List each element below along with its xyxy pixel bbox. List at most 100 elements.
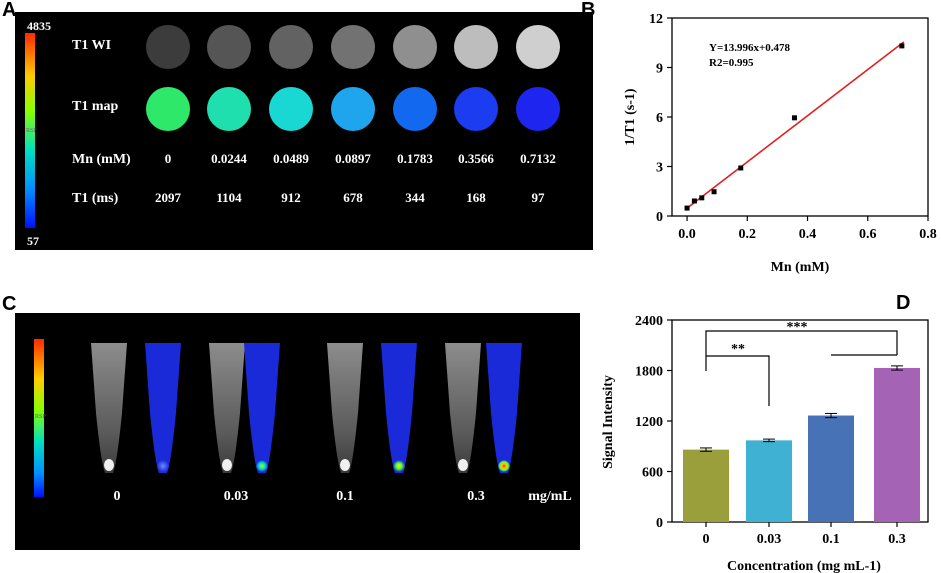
tube-tip-grayscale bbox=[104, 459, 114, 471]
bar bbox=[683, 449, 729, 522]
row-label-t1ms: T1 (ms) bbox=[72, 191, 119, 206]
x-tick-label: 0.0 bbox=[678, 227, 696, 242]
tube-grayscale bbox=[209, 343, 245, 473]
row-label-mn: Mn (mM) bbox=[72, 152, 131, 167]
colorbar-a-min: 57 bbox=[27, 234, 39, 248]
tube-concentration-label: 0 bbox=[114, 489, 121, 504]
panel-b-chart: 0 3 6 9 12 0.0 0.2 0.4 0.6 0.8 Y=13.996x+0.478 R2… bbox=[623, 12, 937, 275]
tube-grayscale bbox=[327, 343, 363, 473]
colorbar-a-max: 4835 bbox=[27, 19, 51, 33]
panel-a-phantom-image: RSP 4835 57 T1 WI T1 map Mn (mM) T1 (ms)… bbox=[15, 12, 593, 250]
phantom-t1wi bbox=[454, 25, 498, 69]
y-tick-label: 1200 bbox=[635, 415, 663, 430]
y-tick-label: 0 bbox=[656, 210, 663, 225]
y-tick-label: 600 bbox=[642, 466, 663, 481]
data-point bbox=[791, 115, 797, 121]
phantom-t1map bbox=[207, 87, 251, 131]
y-tick-label: 0 bbox=[656, 516, 663, 531]
tube-tip-grayscale bbox=[458, 459, 468, 471]
mn-value: 0.7132 bbox=[520, 151, 556, 166]
chart-b-ylabel: 1/T1 (s-1) bbox=[623, 88, 638, 146]
sig-bracket-outer bbox=[705, 330, 898, 371]
t1-value: 2097 bbox=[155, 190, 182, 205]
phantom-t1wi bbox=[393, 25, 437, 69]
tube-concentration-label: 0.03 bbox=[224, 489, 249, 504]
x-tick-label: 0.6 bbox=[859, 227, 877, 242]
tube-concentration-label: 0.3 bbox=[467, 489, 485, 504]
phantom-t1map bbox=[146, 87, 190, 131]
mn-value: 0.3566 bbox=[458, 151, 494, 166]
fit-equation: Y=13.996x+0.478 bbox=[709, 42, 790, 54]
y-tick-label: 6 bbox=[656, 111, 663, 126]
tube-pseudocolor bbox=[244, 343, 280, 473]
phantom-t1wi bbox=[516, 25, 560, 69]
tube-concentration-label: 0.1 bbox=[336, 489, 354, 504]
t1-value: 678 bbox=[343, 190, 363, 205]
tube-tip-pseudocolor bbox=[393, 460, 405, 472]
t1-value: 912 bbox=[281, 190, 301, 205]
x-tick-label: 0.1 bbox=[822, 532, 840, 547]
tube-grayscale bbox=[445, 343, 481, 473]
tube-pseudocolor bbox=[381, 343, 417, 473]
colorbar-a-label: RSP bbox=[26, 128, 37, 134]
panel-a-letter: A bbox=[2, 0, 17, 21]
t1-value: 1104 bbox=[216, 190, 242, 205]
tube-pseudocolor bbox=[145, 343, 181, 473]
data-point bbox=[684, 205, 690, 211]
fit-r-squared: R2=0.995 bbox=[709, 57, 754, 69]
data-point bbox=[699, 195, 705, 201]
sig-label-double: ** bbox=[731, 342, 745, 357]
tube-pseudocolor bbox=[486, 343, 522, 473]
fit-line bbox=[686, 41, 905, 209]
mn-value: 0.0244 bbox=[211, 151, 247, 166]
data-point bbox=[711, 189, 717, 195]
colorbar-c bbox=[34, 339, 44, 497]
mn-value: 0.0489 bbox=[273, 151, 309, 166]
bar bbox=[874, 367, 920, 522]
t1-value: 97 bbox=[532, 190, 546, 205]
x-tick-label: 0 bbox=[703, 532, 710, 547]
colorbar-a bbox=[25, 33, 35, 228]
data-point bbox=[738, 165, 744, 171]
x-tick-label: 0.3 bbox=[888, 532, 906, 547]
panel-d-chart: 0 600 1200 1800 2400 0 0.03 0.1 0.3 ** *** Conce… bbox=[601, 314, 929, 573]
data-point bbox=[899, 43, 905, 49]
mn-value: 0 bbox=[165, 151, 172, 166]
y-tick-label: 1800 bbox=[635, 365, 663, 380]
phantom-t1wi bbox=[146, 25, 190, 69]
tube-tip-pseudocolor bbox=[256, 460, 268, 472]
phantom-t1wi bbox=[207, 25, 251, 69]
chart-d-ylabel: Signal Intensity bbox=[601, 375, 616, 469]
mn-value: 0.0897 bbox=[335, 151, 371, 166]
data-point bbox=[691, 198, 697, 204]
x-tick-label: 0.2 bbox=[739, 227, 757, 242]
phantom-t1wi bbox=[331, 25, 375, 69]
panel-d-letter: D bbox=[896, 292, 911, 314]
bar bbox=[808, 415, 854, 522]
panel-c-letter: C bbox=[2, 293, 17, 315]
y-tick-label: 2400 bbox=[635, 314, 663, 329]
colorbar-c-label: RSP bbox=[35, 414, 46, 420]
phantom-t1map bbox=[269, 87, 313, 131]
tube-tip-pseudocolor bbox=[498, 460, 510, 472]
tube-tip-pseudocolor bbox=[157, 460, 169, 472]
sig-bracket-inner bbox=[706, 355, 770, 406]
panel-c-tube-image: RSP 0 0.03 0.1 0.3 mg/mL bbox=[15, 313, 580, 550]
phantom-t1map bbox=[516, 87, 560, 131]
panel-c-unit: mg/mL bbox=[528, 489, 572, 504]
tube-grayscale bbox=[91, 343, 127, 473]
sig-label-triple: *** bbox=[787, 320, 808, 335]
x-tick-label: 0.8 bbox=[919, 227, 937, 242]
bar bbox=[746, 440, 792, 522]
row-label-t1wi: T1 WI bbox=[72, 38, 111, 53]
phantom-t1map bbox=[393, 87, 437, 131]
y-tick-label: 3 bbox=[656, 161, 663, 176]
mn-value: 0.1783 bbox=[397, 151, 433, 166]
phantom-t1map bbox=[454, 87, 498, 131]
y-tick-label: 9 bbox=[656, 62, 663, 77]
phantom-t1wi bbox=[269, 25, 313, 69]
x-tick-label: 0.4 bbox=[799, 227, 817, 242]
chart-d-xlabel: Concentration (mg mL-1) bbox=[727, 559, 881, 573]
phantom-t1map bbox=[331, 87, 375, 131]
t1-value: 344 bbox=[405, 190, 425, 205]
